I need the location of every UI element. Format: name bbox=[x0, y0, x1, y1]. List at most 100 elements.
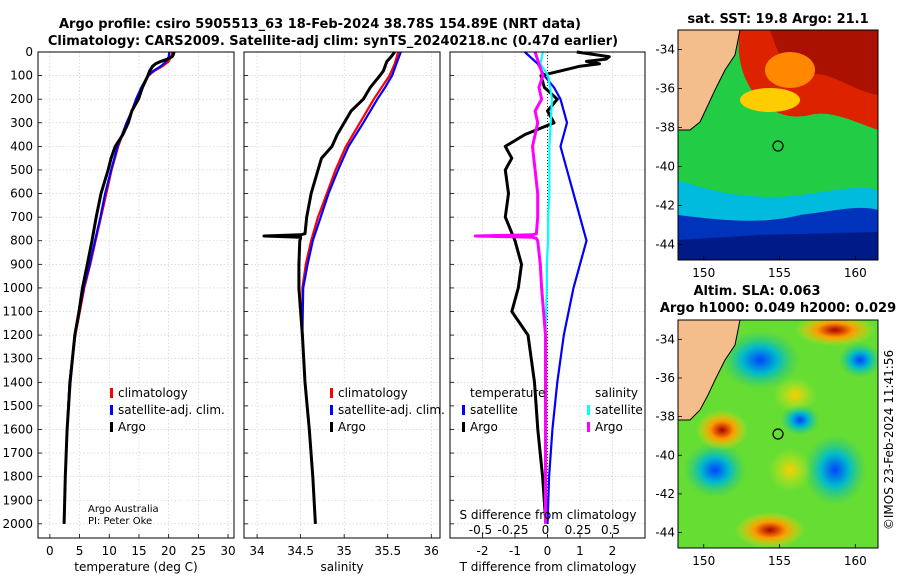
map-x-tick-label: 150 bbox=[692, 554, 715, 568]
y-tick-label: 1700 bbox=[2, 446, 33, 460]
sla-low-4 bbox=[838, 342, 878, 378]
x-tick-label: -1 bbox=[509, 544, 521, 558]
y-tick-label: 1500 bbox=[2, 399, 33, 413]
temperature-profile-panel: 0 5 10 15 20 25 30 bbox=[37, 51, 236, 558]
map-x-tick-label: 160 bbox=[844, 554, 867, 568]
legend-title-salinity: salinity bbox=[595, 386, 638, 400]
series-temperature-argo bbox=[503, 50, 611, 524]
map-y-tick-label: -36 bbox=[655, 81, 675, 95]
top-x-tick-label: 0.5 bbox=[601, 523, 620, 537]
sst-field-hot bbox=[770, 30, 878, 95]
sla-high-2 bbox=[795, 320, 875, 346]
sla-low-2 bbox=[683, 442, 747, 498]
temperature-legend: climatology satellite-adj. clim. Argo bbox=[110, 386, 225, 434]
sla-map bbox=[677, 319, 879, 549]
map-y-tick-label: -36 bbox=[655, 371, 675, 385]
legend-swatch-climatology bbox=[330, 388, 333, 398]
y-tick-label: 700 bbox=[10, 210, 33, 224]
legend-label-climatology: climatology bbox=[118, 386, 188, 400]
credit-line-1: Argo Australia bbox=[88, 504, 159, 515]
series-salinity-argo bbox=[473, 51, 547, 524]
legend-swatch-argo bbox=[330, 422, 333, 432]
depth-axis-labels: 0 100 200 300 400 500 600 700 800 900 1000 1100 1200… bbox=[2, 45, 33, 531]
sst-front-yellow bbox=[740, 88, 800, 112]
y-tick-label: 1400 bbox=[2, 375, 33, 389]
y-tick-label: 400 bbox=[10, 139, 33, 153]
legend-label-sal-argo: Argo bbox=[595, 420, 623, 434]
legend-label-satellite-adj: satellite-adj. clim. bbox=[118, 403, 225, 417]
y-tick-label: 1300 bbox=[2, 352, 33, 366]
legend-label-sal-satellite: satellite bbox=[595, 403, 643, 417]
legend-label-temp-satellite: satellite bbox=[470, 403, 518, 417]
temperature-xlabel: temperature (deg C) bbox=[74, 560, 197, 574]
sla-high-4 bbox=[773, 377, 817, 413]
y-tick-label: 2000 bbox=[2, 517, 33, 531]
sla-high-5 bbox=[768, 448, 812, 492]
x-tick-label: 15 bbox=[131, 544, 146, 558]
legend-label-temp-argo: Argo bbox=[470, 420, 498, 434]
map-y-tick-label: -42 bbox=[655, 198, 675, 212]
legend-swatch-climatology bbox=[110, 388, 113, 398]
salinity-profile-panel: 34 34.5 35 35.5 36 bbox=[243, 51, 441, 558]
top-x-tick-label: -0.25 bbox=[497, 523, 528, 537]
x-tick-label: -2 bbox=[477, 544, 489, 558]
y-tick-label: 1100 bbox=[2, 305, 33, 319]
y-tick-label: 1600 bbox=[2, 422, 33, 436]
map-y-tick-label: -40 bbox=[655, 159, 675, 173]
y-tick-label: 1900 bbox=[2, 493, 33, 507]
salinity-legend: climatology satellite-adj. clim. Argo bbox=[330, 386, 445, 434]
plot-frame bbox=[449, 51, 646, 539]
legend-label-satellite-adj: satellite-adj. clim. bbox=[338, 403, 445, 417]
legend-label-argo: Argo bbox=[118, 420, 146, 434]
sst-map bbox=[677, 29, 879, 261]
plot-area bbox=[244, 52, 440, 538]
sla-low-3 bbox=[803, 434, 867, 506]
map-y-tick-label: -38 bbox=[655, 410, 675, 424]
sst-warm-eddy bbox=[765, 52, 815, 88]
sla-high-1 bbox=[696, 410, 748, 450]
difference-legend: temperature salinity satellite Argo sate… bbox=[462, 386, 643, 434]
sst-map-axes: 150 155 160 -34 -36 -38 -40 -42 -44 bbox=[655, 42, 866, 280]
x-tick-label: 25 bbox=[191, 544, 206, 558]
legend-label-climatology: climatology bbox=[338, 386, 408, 400]
sla-low-1 bbox=[720, 330, 800, 390]
sla-land bbox=[678, 320, 741, 421]
sst-map-frame bbox=[677, 29, 879, 261]
sst-float-marker bbox=[772, 140, 784, 152]
x-tick-label: 35 bbox=[337, 544, 352, 558]
x-tick-label: 0 bbox=[544, 544, 552, 558]
title-line-1: Argo profile: csiro 5905513_63 18-Feb-20… bbox=[59, 17, 581, 32]
series-argo bbox=[62, 51, 176, 524]
top-x-tick-label: 0.25 bbox=[565, 523, 592, 537]
x-tick-label: 20 bbox=[161, 544, 176, 558]
x-tick-label: 1 bbox=[576, 544, 584, 558]
plot-frame bbox=[37, 51, 235, 539]
x-tick-label: 5 bbox=[76, 544, 84, 558]
salinity-xlabel: salinity bbox=[320, 560, 363, 574]
legend-swatch-satellite-adj bbox=[330, 405, 333, 415]
y-tick-label: 900 bbox=[10, 257, 33, 271]
timestamp-label: ©IMOS 23-Feb-2024 11:41:56 bbox=[882, 350, 896, 530]
sst-map-title: sat. SST: 19.8 Argo: 21.1 bbox=[687, 12, 868, 27]
map-x-tick-label: 155 bbox=[768, 554, 791, 568]
sla-map-frame bbox=[677, 319, 879, 549]
map-y-tick-label: -38 bbox=[655, 120, 675, 134]
x-tick-label: 34 bbox=[249, 544, 264, 558]
y-tick-label: 300 bbox=[10, 116, 33, 130]
title-line-2: Climatology: CARS2009. Satellite-adj cli… bbox=[48, 34, 618, 49]
map-y-tick-label: -34 bbox=[655, 332, 675, 346]
map-y-tick-label: -44 bbox=[655, 526, 675, 540]
difference-profile-panel: -2 -1 0 1 2 -0.5 -0.25 0 0.25 0.5 bbox=[449, 50, 646, 558]
y-tick-label: 800 bbox=[10, 234, 33, 248]
x-tick-label: 35.5 bbox=[374, 544, 401, 558]
y-tick-label: 100 bbox=[10, 69, 33, 83]
plot-frame bbox=[243, 51, 441, 539]
series-temperature-satellite bbox=[524, 51, 588, 524]
sla-map-subtitle: Argo h1000: 0.049 h2000: 0.029 bbox=[660, 301, 896, 316]
y-tick-label: 1200 bbox=[2, 328, 33, 342]
y-tick-label: 1800 bbox=[2, 470, 33, 484]
legend-title-temperature: temperature bbox=[470, 386, 545, 400]
map-x-tick-label: 155 bbox=[768, 266, 791, 280]
legend-swatch-sal-satellite bbox=[587, 405, 590, 415]
